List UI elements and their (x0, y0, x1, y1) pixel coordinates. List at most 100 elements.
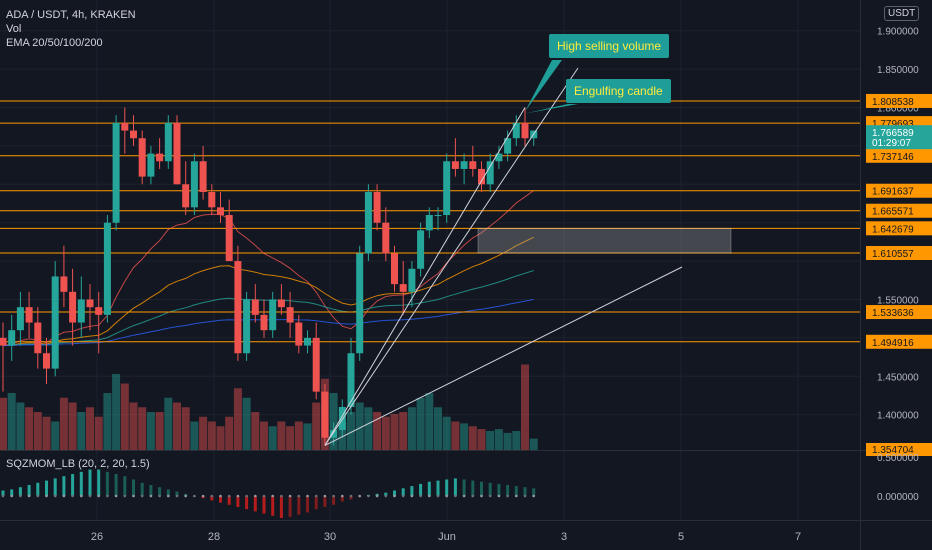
candle-up (443, 161, 451, 216)
volume-bar (112, 374, 121, 450)
squeeze-dot (436, 494, 440, 498)
candle-down (173, 122, 181, 185)
horizontal-levels (0, 100, 860, 343)
volume-bar (173, 402, 181, 450)
squeeze-dot (97, 494, 100, 498)
callout-high-selling-volume: High selling volume (549, 34, 670, 58)
momentum-bar (10, 489, 14, 496)
level-price-tag (866, 183, 932, 198)
momentum-bar (1, 490, 5, 496)
volume-bar (521, 364, 529, 450)
candle-up (486, 161, 494, 185)
candle-down (130, 130, 137, 139)
volume-bar (260, 421, 268, 450)
momentum-bar (401, 488, 405, 496)
candle-down (478, 168, 485, 185)
momentum-bar (158, 487, 162, 496)
volume-bars (0, 364, 538, 450)
volume-bar (399, 412, 408, 450)
candle-up (269, 299, 277, 331)
momentum-bar (132, 479, 135, 496)
candle-up (164, 122, 172, 162)
volume-legend[interactable]: Vol (6, 23, 22, 35)
price-tick-label: 1.400000 (877, 411, 919, 422)
squeeze-dot (384, 494, 388, 498)
volume-bar (181, 407, 190, 450)
squeeze-dot (80, 494, 83, 498)
squeeze-dot (149, 494, 153, 498)
momentum-bar (18, 487, 22, 496)
candle-down (156, 153, 164, 162)
momentum-bar (497, 483, 501, 496)
price-tick-label: 1.800000 (877, 104, 919, 115)
squeeze-dot (132, 494, 135, 498)
momentum-bar (210, 496, 214, 501)
squeeze-dot (158, 494, 161, 498)
volume-bar (390, 413, 399, 450)
candlesticks (0, 107, 538, 446)
squeeze-dot (297, 494, 301, 498)
squeeze-dot (488, 494, 492, 498)
momentum-bar (349, 496, 353, 500)
momentum-bar (462, 479, 466, 496)
momentum-bar (62, 476, 66, 496)
indicator-legend[interactable]: SQZMOM_LB (20, 2, 20, 1.5) (6, 458, 150, 470)
volume-bar (120, 383, 129, 450)
momentum-bar (271, 496, 275, 516)
level-price-tag (866, 203, 932, 218)
momentum-bar (288, 496, 292, 517)
momentum-bar (236, 496, 240, 507)
squeeze-dot (375, 494, 379, 498)
squeeze-dot (236, 494, 240, 498)
momentum-bar (45, 480, 48, 496)
volume-bar (355, 402, 364, 450)
callout-engulfing-candle: Engulfing candle (566, 79, 671, 103)
candle-down (521, 122, 529, 139)
momentum-bar (79, 471, 83, 496)
level-price-label: 1.779693 (872, 119, 914, 130)
candle-down (43, 353, 50, 369)
momentum-bar (506, 485, 510, 496)
momentum-bar (314, 496, 318, 510)
momentum-bar (27, 485, 31, 496)
volume-bar (477, 429, 486, 450)
volume-bar (0, 397, 7, 450)
level-price-tag (866, 148, 932, 163)
candle-down (321, 391, 329, 438)
momentum-bar (471, 480, 475, 496)
time-axis[interactable]: 26 28 30 Jun 3 5 7 (91, 531, 801, 543)
price-axis[interactable]: 1.900000 1.850000 1.800000 1.550000 1.450000… (866, 27, 932, 503)
level-price-label: 1.610557 (872, 249, 914, 260)
squeeze-dot (471, 494, 475, 498)
candle-down (312, 337, 320, 392)
momentum-bar (488, 482, 492, 496)
momentum-bar (410, 486, 414, 496)
symbol-title[interactable]: ADA / USDT, 4h, KRAKEN (6, 9, 136, 21)
volume-bar (277, 421, 286, 450)
squeeze-dot (10, 494, 13, 498)
squeeze-dot (410, 494, 414, 498)
countdown-label: 01:29:07 (872, 138, 911, 149)
level-price-label: 1.691637 (872, 187, 914, 198)
ema-legend[interactable]: EMA 20/50/100/200 (6, 37, 103, 49)
price-tick-label: 1.450000 (877, 372, 919, 383)
volume-bar (434, 407, 442, 450)
trend-line-mid (324, 107, 526, 446)
candle-down (260, 314, 268, 331)
momentum-bar (427, 481, 431, 496)
volume-bar (486, 431, 495, 450)
momentum-bar (523, 487, 527, 496)
candle-down (34, 322, 42, 354)
candle-up (347, 353, 355, 407)
time-tick-label: 30 (324, 531, 336, 543)
candle-up (304, 337, 311, 346)
currency-badge[interactable]: USDT (884, 6, 920, 21)
volume-bar (16, 402, 25, 450)
squeeze-dot (175, 494, 179, 498)
squeeze-dot (184, 494, 187, 498)
volume-bar (312, 402, 321, 450)
volume-bar (460, 423, 469, 450)
momentum-bar (105, 471, 109, 496)
candle-up (103, 222, 111, 315)
